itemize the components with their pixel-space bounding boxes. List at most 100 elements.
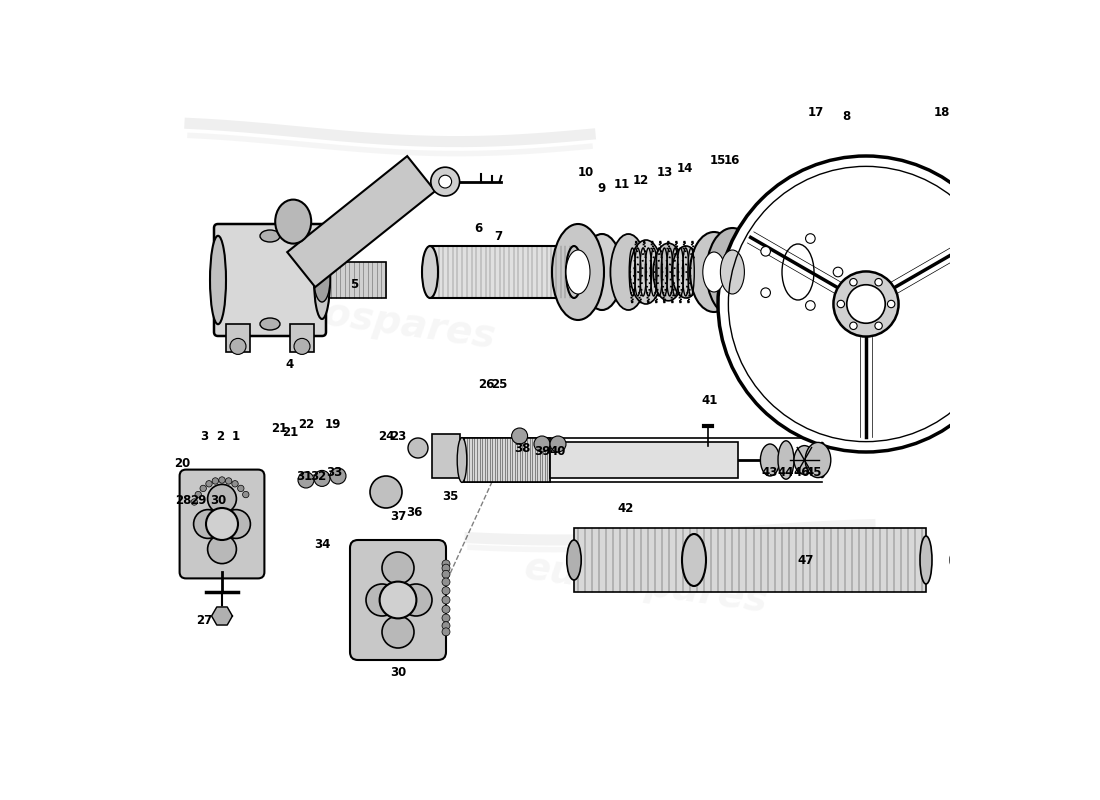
Text: 42: 42: [618, 502, 635, 514]
Text: 23: 23: [389, 430, 406, 442]
Text: 6: 6: [474, 222, 482, 234]
Circle shape: [442, 586, 450, 594]
Ellipse shape: [672, 246, 700, 298]
Text: eurospares: eurospares: [250, 284, 498, 356]
Ellipse shape: [690, 232, 738, 312]
Circle shape: [874, 322, 882, 330]
Text: 46: 46: [794, 466, 811, 478]
Polygon shape: [211, 607, 232, 625]
Ellipse shape: [314, 241, 330, 319]
Text: 8: 8: [842, 110, 850, 122]
Circle shape: [366, 584, 398, 616]
Ellipse shape: [805, 442, 830, 478]
Text: 33: 33: [326, 466, 342, 478]
Text: 35: 35: [442, 490, 459, 502]
Circle shape: [849, 322, 857, 330]
Text: 18: 18: [934, 106, 950, 118]
Ellipse shape: [920, 536, 932, 584]
Text: 39: 39: [534, 446, 550, 458]
Text: 44: 44: [778, 466, 794, 478]
Ellipse shape: [782, 244, 814, 300]
Ellipse shape: [458, 438, 466, 482]
Circle shape: [238, 486, 244, 492]
Bar: [287, 156, 436, 287]
Ellipse shape: [760, 444, 780, 476]
Circle shape: [208, 535, 236, 564]
Ellipse shape: [260, 230, 280, 242]
Circle shape: [442, 628, 450, 636]
Ellipse shape: [582, 234, 621, 310]
Text: 7: 7: [494, 230, 502, 242]
Text: 28: 28: [175, 494, 191, 506]
Bar: [574, 528, 926, 592]
Text: 34: 34: [314, 538, 330, 550]
Circle shape: [379, 582, 417, 618]
Ellipse shape: [999, 278, 1037, 330]
Text: 47: 47: [798, 554, 814, 566]
Ellipse shape: [566, 250, 590, 294]
Ellipse shape: [720, 250, 745, 294]
Ellipse shape: [817, 442, 827, 478]
Text: 38: 38: [514, 442, 530, 454]
Circle shape: [294, 338, 310, 354]
Text: 16: 16: [724, 154, 740, 166]
Circle shape: [442, 560, 450, 568]
Text: 3: 3: [200, 430, 209, 442]
Ellipse shape: [950, 548, 966, 572]
Ellipse shape: [260, 318, 280, 330]
Bar: [290, 324, 314, 352]
Text: 30: 30: [389, 666, 406, 678]
Ellipse shape: [552, 224, 604, 320]
Text: 20: 20: [174, 458, 190, 470]
Circle shape: [439, 175, 452, 188]
Circle shape: [442, 564, 450, 572]
Circle shape: [232, 481, 239, 487]
Ellipse shape: [566, 540, 581, 580]
Text: 13: 13: [657, 166, 672, 178]
Text: 1: 1: [231, 430, 240, 442]
Circle shape: [230, 338, 246, 354]
Text: 22: 22: [298, 418, 315, 430]
Ellipse shape: [408, 438, 428, 458]
Circle shape: [208, 485, 236, 514]
Ellipse shape: [653, 243, 683, 301]
Circle shape: [805, 234, 815, 243]
Ellipse shape: [630, 240, 662, 304]
Circle shape: [534, 436, 550, 452]
Circle shape: [298, 472, 314, 488]
Bar: [430, 246, 574, 298]
Ellipse shape: [275, 200, 311, 243]
Text: 37: 37: [389, 510, 406, 522]
Text: 25: 25: [492, 378, 508, 390]
Text: 32: 32: [310, 470, 326, 482]
Ellipse shape: [778, 441, 794, 479]
Circle shape: [888, 300, 895, 308]
Circle shape: [834, 271, 899, 337]
Ellipse shape: [314, 258, 330, 302]
Text: 21: 21: [282, 426, 298, 438]
Circle shape: [805, 301, 815, 310]
Text: 24: 24: [377, 430, 394, 442]
Bar: [550, 442, 738, 478]
Circle shape: [874, 278, 882, 286]
Circle shape: [847, 285, 886, 323]
Ellipse shape: [210, 236, 225, 324]
FancyBboxPatch shape: [214, 224, 326, 336]
Ellipse shape: [370, 476, 402, 508]
Ellipse shape: [766, 220, 830, 324]
Circle shape: [219, 477, 225, 483]
Text: 4: 4: [286, 358, 294, 370]
Ellipse shape: [610, 234, 647, 310]
Circle shape: [442, 622, 450, 630]
Text: eurospares: eurospares: [521, 548, 770, 620]
Circle shape: [431, 167, 460, 196]
Circle shape: [761, 246, 770, 256]
Circle shape: [200, 486, 207, 492]
Ellipse shape: [422, 246, 438, 298]
Circle shape: [442, 606, 450, 614]
Bar: [464, 438, 550, 482]
Circle shape: [212, 478, 219, 484]
Circle shape: [226, 478, 232, 484]
Text: 2: 2: [217, 430, 224, 442]
Ellipse shape: [706, 228, 758, 316]
